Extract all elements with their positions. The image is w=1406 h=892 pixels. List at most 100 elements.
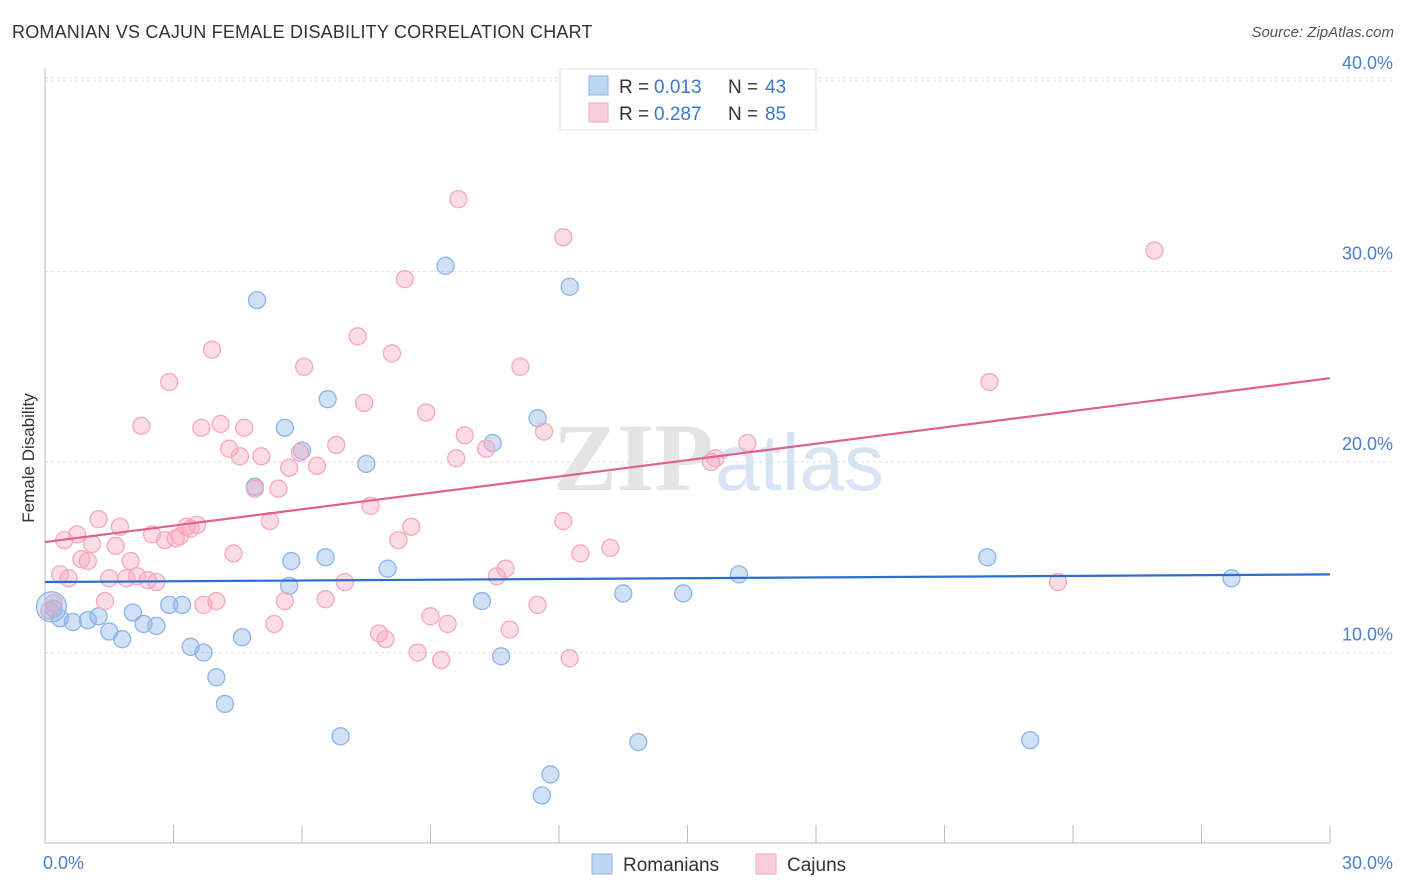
x-tick-label: 0.0% [43, 853, 84, 873]
cajun-point [534, 422, 554, 441]
bottom-legend: Romanians Cajuns [591, 853, 846, 876]
cajun-point [438, 614, 457, 634]
cajun-point [121, 551, 140, 571]
cajun-point [354, 393, 374, 413]
legend-cajuns-swatch [755, 853, 777, 875]
cajun-point [447, 449, 466, 468]
romanian-point [232, 628, 252, 647]
cajun-point [224, 544, 243, 563]
romanian-point [614, 584, 633, 603]
romanian-point [207, 668, 226, 687]
romanian-point [147, 616, 166, 635]
cajun-point [235, 418, 254, 437]
cajun-point [554, 228, 573, 247]
romanian-point [215, 694, 235, 714]
cajun-point [417, 403, 436, 422]
cajun-point [432, 650, 451, 670]
cajun-trend-line [44, 377, 1331, 544]
cajun-point [78, 551, 97, 571]
romanian-point [172, 595, 192, 615]
romanian-point [78, 610, 97, 630]
romanian-point [282, 551, 301, 571]
romanian-point [978, 548, 997, 567]
cajun-point [528, 595, 547, 615]
cajun-point [335, 572, 354, 592]
legend-cajuns-label: Cajuns [787, 855, 846, 876]
legend-layer: R = 0.013 N = 43 R = 0.287 N = 85 [559, 68, 817, 131]
romanian-point [629, 732, 648, 752]
romanian-point [318, 390, 337, 409]
legend-n-value: 85 [765, 104, 786, 125]
cajun-point [980, 372, 999, 392]
cajun-point [100, 569, 119, 588]
cajun-point [382, 344, 402, 363]
cajun-point [132, 416, 151, 435]
cajun-point [738, 433, 757, 453]
romanian-point [729, 565, 749, 584]
cajun-point [211, 414, 230, 434]
romanian-point [160, 595, 179, 615]
romanian-point [112, 630, 132, 649]
grid-layer [45, 77, 1392, 654]
romanian-point [1021, 730, 1040, 750]
cajun-point [449, 190, 468, 209]
legend-n-value: 43 [765, 77, 786, 98]
romanian-point [541, 765, 560, 784]
cajun-point [376, 630, 395, 649]
legend-n-label: N = [728, 77, 758, 98]
cajun-point [395, 270, 414, 289]
y-tick-label: 40.0% [1342, 53, 1393, 73]
cajun-point [265, 614, 284, 634]
cajun-point [421, 607, 440, 626]
trend-layer [44, 377, 1331, 584]
romanian-point [674, 584, 693, 603]
cajun-point [187, 515, 207, 535]
cajun-point [59, 569, 78, 588]
romanian-point [316, 548, 335, 567]
cajun-point [402, 517, 421, 536]
cajun-point [389, 530, 408, 550]
romanian-point [194, 643, 213, 662]
cajun-point [560, 649, 579, 668]
cajun-point [571, 544, 590, 563]
cajun-point [95, 591, 115, 611]
cajun-point [1145, 241, 1164, 260]
cajun-point [40, 601, 59, 620]
legend-swatch [588, 75, 609, 96]
romanian-cluster-point [35, 591, 68, 623]
romanian-point [492, 647, 511, 666]
romanian-point [560, 277, 579, 296]
romanian-point [63, 612, 82, 632]
cajun-point [106, 536, 125, 555]
legend-romanians-label: Romanians [623, 855, 719, 876]
y-tick-label: 30.0% [1342, 244, 1393, 264]
axis-layer: 10.0% 20.0% 30.0% 40.0% 0.0% 30.0% [43, 53, 1393, 873]
chart-source: Source: ZipAtlas.com [1251, 24, 1394, 41]
y-tick-label: 20.0% [1342, 434, 1393, 454]
cajun-point [275, 591, 295, 611]
cajun-point [279, 458, 299, 477]
cajun-point [511, 357, 530, 376]
legend-n-label: N = [728, 104, 758, 125]
watermark-zip: ZIP [553, 404, 713, 511]
cajun-point [269, 479, 288, 498]
legend-r-label: R = [619, 77, 649, 98]
cajun-point [207, 591, 226, 611]
cajun-point [230, 447, 250, 466]
cajun-point [160, 372, 179, 392]
cajun-point [348, 327, 367, 346]
cajun-point [601, 538, 620, 557]
cajun-point [252, 447, 271, 466]
cajun-point [72, 550, 91, 569]
romanian-point [357, 454, 376, 474]
watermark-atlas: atlas [715, 418, 884, 507]
romanian-point [532, 786, 552, 805]
cajun-point [192, 418, 211, 437]
chart-title: ROMANIAN VS CAJUN FEMALE DISABILITY CORR… [12, 22, 593, 42]
cajun-point [477, 439, 496, 458]
watermark: ZIP atlas [553, 404, 884, 511]
romanian-trend-line [44, 573, 1331, 584]
romanian-point [436, 256, 455, 275]
romanian-point [275, 418, 295, 437]
romanian-point [89, 607, 108, 626]
